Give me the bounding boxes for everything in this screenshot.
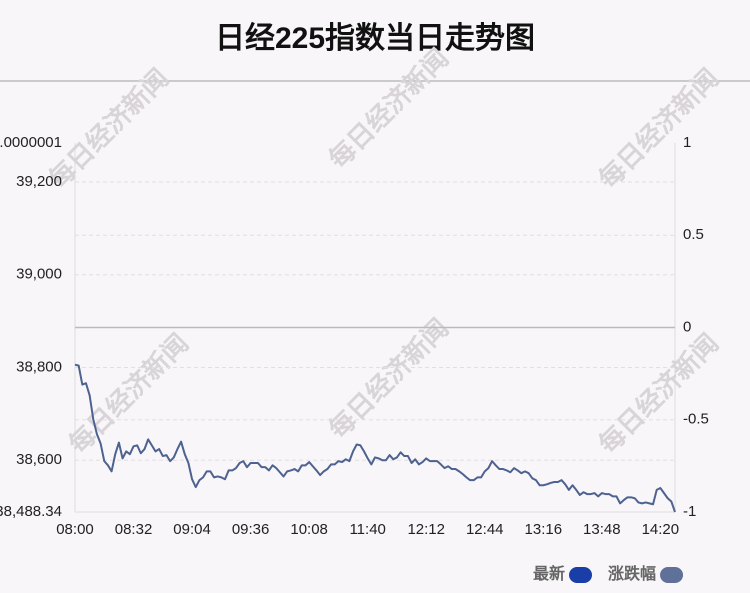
y2-tick-label: 1 bbox=[683, 134, 691, 151]
legend-swatch bbox=[569, 567, 593, 583]
legend-label: 涨跌幅 bbox=[608, 564, 656, 583]
x-tick-label: 11:40 bbox=[349, 521, 385, 538]
y-tick-label: 38,800 bbox=[16, 358, 62, 375]
y-tick-label: 39,200 bbox=[16, 173, 62, 190]
x-tick-label: 08:32 bbox=[115, 521, 153, 538]
y-tick-label: 38,600 bbox=[16, 451, 62, 468]
x-tick-label: 10:08 bbox=[290, 521, 328, 538]
y2-tick-label: -0.5 bbox=[683, 411, 709, 428]
watermark: 每日经济新闻 bbox=[323, 43, 455, 175]
y-tick-label: 39,000 bbox=[16, 266, 62, 283]
y2-tick-label: 0.5 bbox=[683, 226, 704, 243]
legend-label: 最新 bbox=[533, 564, 565, 583]
legend-swatch bbox=[660, 567, 684, 583]
price-line bbox=[74, 363, 676, 513]
x-tick-label: 09:04 bbox=[173, 521, 211, 538]
x-tick-label: 12:12 bbox=[407, 521, 445, 538]
watermark: 每日经济新闻 bbox=[593, 328, 725, 460]
x-tick-label: 13:48 bbox=[583, 521, 621, 538]
x-tick-label: 08:00 bbox=[56, 521, 94, 538]
y-tick-label: 39,284.0000001 bbox=[0, 134, 62, 151]
x-tick-label: 13:16 bbox=[525, 521, 563, 538]
watermark: 每日经济新闻 bbox=[43, 63, 175, 195]
x-tick-label: 09:36 bbox=[232, 521, 270, 538]
x-tick-label: 14:20 bbox=[642, 521, 680, 538]
x-tick-label: 12:44 bbox=[466, 521, 504, 538]
y2-tick-label: 0 bbox=[683, 318, 691, 335]
y2-tick-label: -1 bbox=[683, 503, 696, 520]
watermark: 每日经济新闻 bbox=[63, 328, 195, 460]
y-tick-label: 38,488.34 bbox=[0, 503, 62, 520]
chart-title: 日经225指数当日走势图 bbox=[215, 21, 535, 55]
watermark: 每日经济新闻 bbox=[323, 313, 455, 445]
watermark: 每日经济新闻 bbox=[593, 63, 725, 195]
